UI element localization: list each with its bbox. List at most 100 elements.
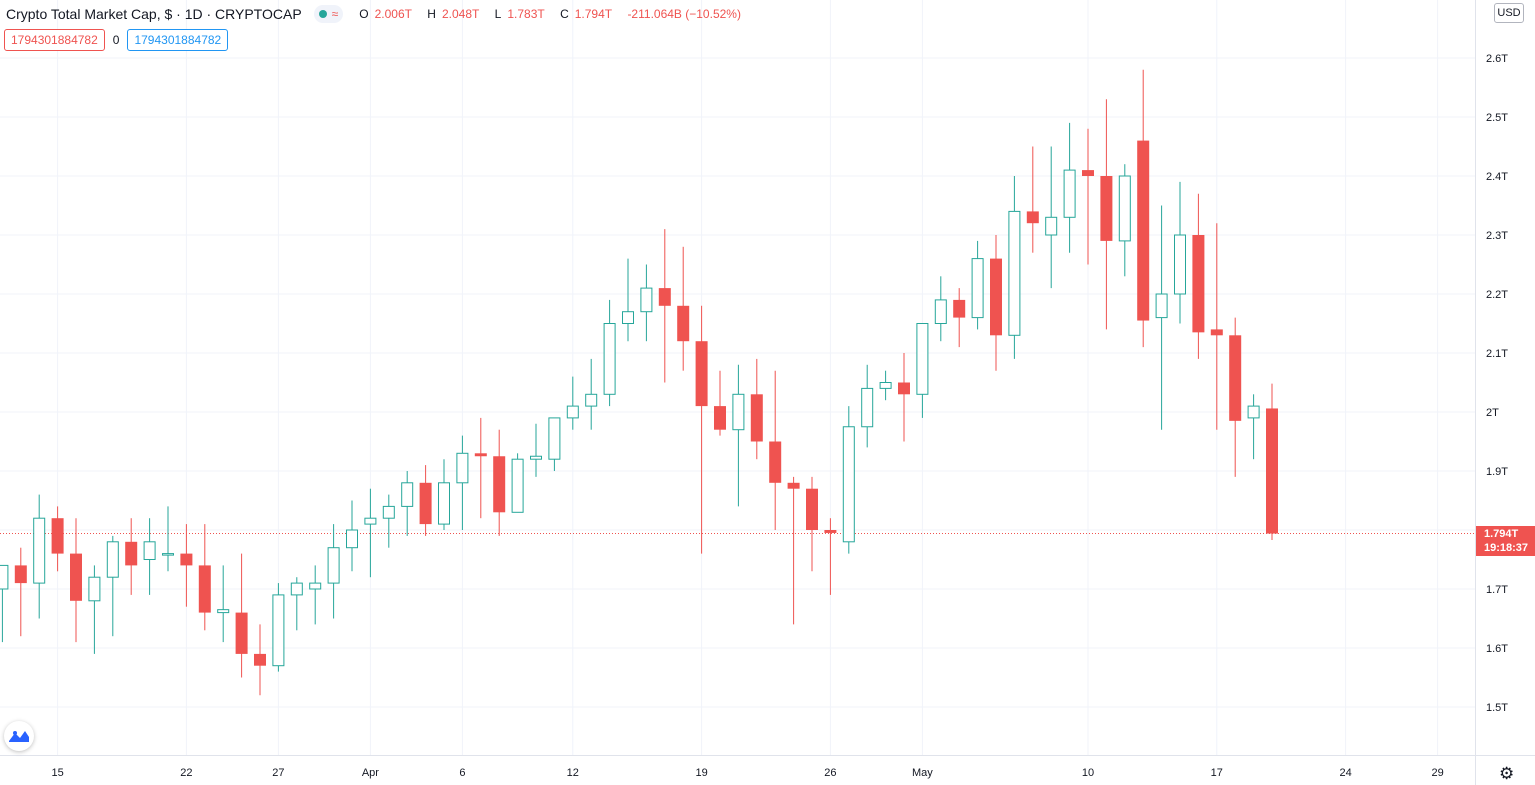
candle[interactable] (327, 524, 340, 619)
candle[interactable] (33, 494, 46, 619)
candle[interactable] (732, 364, 745, 507)
x-tick-label: 19 (695, 767, 707, 779)
candle[interactable] (70, 518, 82, 643)
x-tick-label: 12 (567, 767, 579, 779)
candle[interactable] (474, 417, 487, 519)
candle[interactable] (806, 476, 818, 572)
candle[interactable] (934, 276, 947, 342)
candle[interactable] (1063, 122, 1076, 253)
candle[interactable] (769, 370, 782, 530)
x-tick-label: 6 (459, 767, 465, 779)
candle-body-up (272, 594, 285, 667)
candle-body-down (198, 565, 211, 613)
candle[interactable] (990, 235, 1002, 371)
candle[interactable] (162, 506, 174, 572)
candle[interactable] (401, 471, 414, 536)
candle[interactable] (640, 264, 653, 342)
low-key: L (494, 7, 502, 21)
candle[interactable] (14, 547, 27, 637)
candle[interactable] (548, 417, 561, 471)
candle[interactable] (658, 229, 671, 383)
candle[interactable] (916, 323, 929, 418)
candle[interactable] (585, 358, 598, 430)
y-tick-label: 1.9T (1486, 466, 1508, 478)
candle[interactable] (861, 364, 874, 448)
candle[interactable] (419, 465, 432, 536)
candle[interactable] (382, 494, 395, 548)
candle-body-up (106, 541, 119, 578)
study-value-left[interactable]: 1794301884782 (4, 29, 105, 51)
candle-body-down (787, 482, 800, 489)
candle-body-down (898, 382, 910, 395)
candle[interactable] (438, 459, 450, 530)
open-key: O (359, 7, 369, 21)
candle[interactable] (953, 288, 966, 348)
tradingview-logo-icon[interactable] (4, 721, 34, 751)
candle-body-up (382, 505, 395, 519)
gear-icon[interactable]: ⚙ (1499, 764, 1515, 783)
candle[interactable] (254, 624, 266, 696)
candle-body-down (474, 453, 487, 457)
candle[interactable] (309, 565, 322, 625)
y-tick-label: 1.5T (1486, 702, 1508, 714)
study-value-right[interactable]: 1794301884782 (127, 29, 229, 51)
candle-body-up (346, 529, 358, 549)
market-status-pill[interactable]: ≈ (313, 5, 344, 23)
candle[interactable] (143, 518, 156, 595)
candle[interactable] (1247, 394, 1260, 460)
candle[interactable] (511, 453, 524, 513)
candle[interactable] (106, 535, 119, 637)
candle[interactable] (198, 524, 211, 631)
candle[interactable] (0, 564, 9, 643)
candle-body-down (1266, 408, 1278, 534)
candle[interactable] (346, 500, 358, 572)
candle[interactable] (530, 423, 542, 477)
candle[interactable] (180, 524, 193, 607)
candle[interactable] (290, 577, 303, 631)
candle[interactable] (566, 376, 579, 430)
candle[interactable] (1210, 223, 1223, 430)
candle[interactable] (1082, 128, 1094, 265)
candle[interactable] (125, 518, 138, 595)
candle[interactable] (622, 258, 634, 342)
candle[interactable] (1155, 205, 1168, 430)
candle[interactable] (1137, 69, 1150, 348)
candle[interactable] (456, 435, 469, 530)
currency-button[interactable]: USD (1494, 3, 1524, 23)
candle[interactable] (1266, 383, 1278, 541)
candle[interactable] (51, 506, 64, 572)
candle[interactable] (235, 553, 248, 678)
candle[interactable] (898, 353, 910, 442)
candle[interactable] (88, 565, 101, 654)
candle[interactable] (971, 240, 984, 330)
x-tick-label: 27 (272, 767, 284, 779)
candle[interactable] (1008, 176, 1021, 359)
symbol-title[interactable]: Crypto Total Market Cap, $ · 1D · CRYPTO… (6, 6, 302, 22)
candle[interactable] (1192, 193, 1205, 359)
candle[interactable] (787, 476, 800, 625)
candle-body-up (511, 458, 524, 513)
candle[interactable] (695, 305, 708, 554)
candle[interactable] (1045, 146, 1058, 289)
candle[interactable] (750, 358, 763, 460)
candle[interactable] (824, 518, 837, 595)
candle[interactable] (842, 406, 855, 554)
candle-body-up (1118, 175, 1131, 242)
candle[interactable] (1118, 164, 1131, 277)
candle-body-down (70, 553, 82, 601)
candle[interactable] (217, 565, 230, 643)
candle[interactable] (879, 370, 892, 401)
candle[interactable] (714, 370, 726, 436)
close-value: 1.794T (574, 7, 613, 21)
candle[interactable] (493, 429, 506, 536)
candle[interactable] (364, 488, 377, 578)
candle[interactable] (1174, 181, 1186, 324)
candle[interactable] (677, 246, 690, 371)
candle[interactable] (1100, 99, 1113, 330)
candle[interactable] (1229, 317, 1242, 477)
candle-body-up (1155, 293, 1168, 319)
candle[interactable] (1026, 146, 1039, 253)
candle[interactable] (272, 583, 285, 672)
candle[interactable] (603, 299, 616, 407)
